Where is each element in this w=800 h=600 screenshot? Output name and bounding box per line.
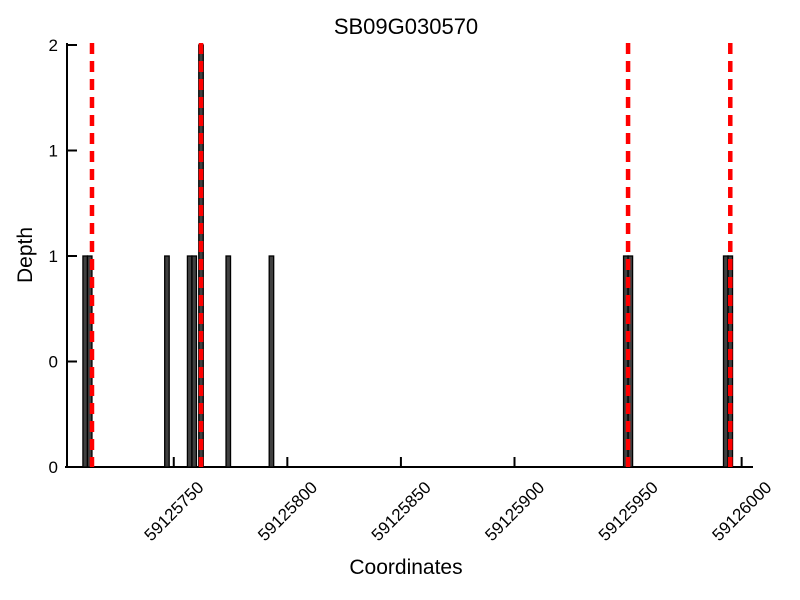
y-tick-label: 1 bbox=[49, 142, 58, 161]
x-tick-label: 59125800 bbox=[254, 478, 321, 545]
x-axis-label: Coordinates bbox=[349, 556, 463, 579]
y-tick-label: 1 bbox=[49, 247, 58, 266]
read-bar bbox=[86, 255, 93, 468]
read-bar bbox=[268, 255, 275, 468]
read-bar bbox=[164, 255, 170, 468]
x-tick-label: 59125900 bbox=[481, 478, 548, 545]
chart-title: SB09G030570 bbox=[333, 14, 479, 39]
x-tick-label: 59126000 bbox=[709, 478, 776, 545]
read-bar bbox=[722, 255, 729, 468]
read-bar bbox=[82, 255, 89, 468]
read-bar bbox=[627, 255, 634, 468]
read-bar bbox=[191, 255, 198, 468]
read-bar bbox=[225, 255, 232, 468]
read-bar bbox=[186, 255, 193, 468]
y-tick-label: 2 bbox=[49, 36, 58, 55]
x-tick-label: 59125950 bbox=[595, 478, 662, 545]
y-tick-label: 0 bbox=[49, 458, 58, 477]
x-tick-label: 59125750 bbox=[141, 478, 208, 545]
y-tick-label: 0 bbox=[49, 353, 58, 372]
y-axis-label: Depth bbox=[14, 226, 37, 284]
x-tick-label: 59125850 bbox=[368, 478, 435, 545]
